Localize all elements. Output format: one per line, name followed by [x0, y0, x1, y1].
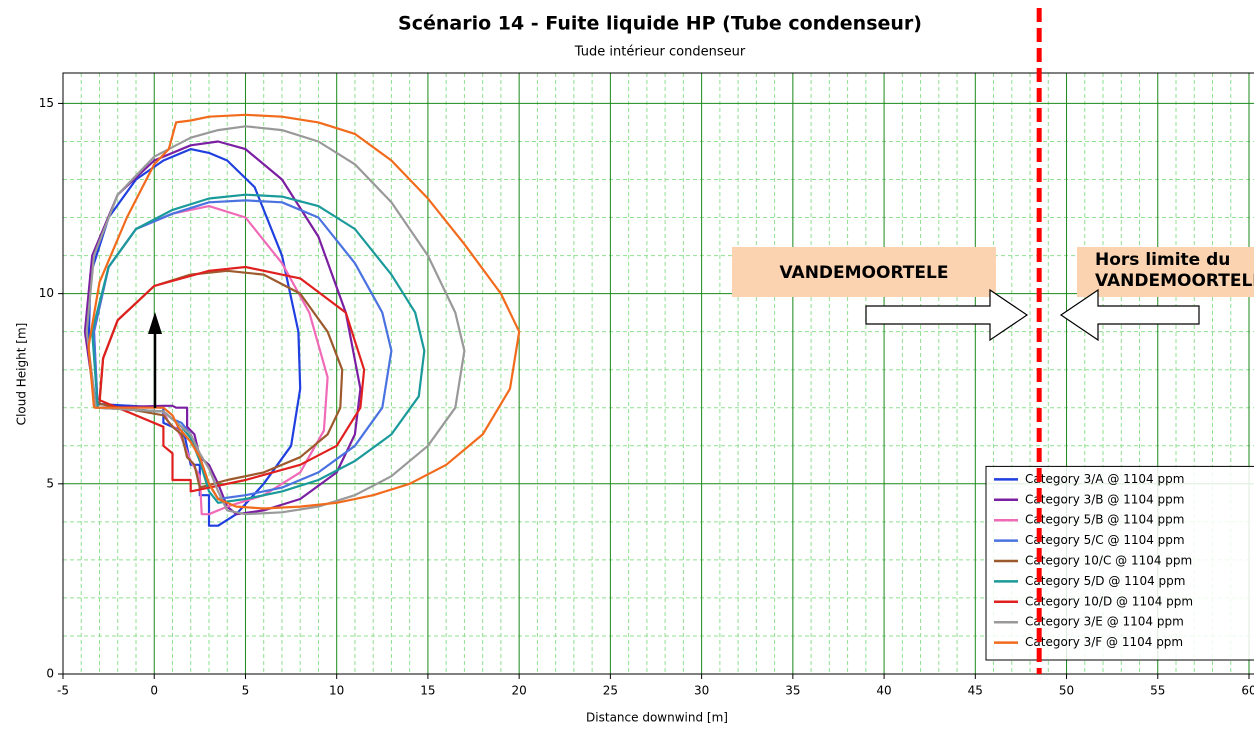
x-tick-label: 25 [603, 684, 618, 698]
x-tick-label: 0 [150, 684, 158, 698]
x-tick-label: -5 [57, 684, 69, 698]
x-axis-label: Distance downwind [m] [586, 711, 728, 725]
chart-title: Scénario 14 - Fuite liquide HP (Tube con… [398, 13, 922, 35]
x-tick-label: 45 [968, 684, 983, 698]
x-tick-label: 10 [329, 684, 344, 698]
chart-subtitle: Tude intérieur condenseur [574, 45, 746, 60]
series-line [92, 199, 393, 501]
legend-label: Category 10/C @ 1104 ppm [1025, 554, 1192, 568]
legend-label: Category 3/B @ 1104 ppm [1025, 492, 1184, 506]
zone-box [732, 247, 996, 297]
legend: Category 3/A @ 1104 ppm Category 3/B @ 11… [985, 465, 1254, 661]
legend-label: Category 5/B @ 1104 ppm [1025, 513, 1184, 527]
x-tick-label: 30 [694, 684, 709, 698]
zone-box [1077, 247, 1254, 297]
source-arrow [148, 312, 162, 408]
legend-label: Category 5/C @ 1104 ppm [1025, 533, 1185, 547]
series-line [91, 193, 426, 504]
legend-label: Category 3/A @ 1104 ppm [1025, 472, 1184, 486]
x-tick-label: 40 [876, 684, 891, 698]
y-axis-label: Cloud Height [m] [15, 323, 29, 426]
x-tick-label: 15 [420, 684, 435, 698]
y-tick-label: 0 [46, 667, 54, 681]
x-tick-label: 35 [785, 684, 800, 698]
series-line [98, 265, 366, 493]
legend-box [985, 465, 1254, 661]
series-line [83, 140, 362, 516]
legend-label: Category 10/D @ 1104 ppm [1025, 594, 1193, 608]
zone-label: Hors limite du VANDEMOORTELE [1095, 250, 1254, 291]
y-tick-label: 15 [39, 96, 54, 110]
plot-frame [62, 72, 1254, 675]
legend-label: Category 5/D @ 1104 ppm [1025, 574, 1185, 588]
x-tick-label: 60 [1241, 684, 1254, 698]
x-tick-label: 5 [242, 684, 250, 698]
annotations: VANDEMOORTELE Hors limite du VANDEMOORTE… [732, 247, 1254, 342]
x-tick-label: 50 [1059, 684, 1074, 698]
legend-label: Category 3/F @ 1104 ppm [1025, 635, 1183, 649]
arrow-right [865, 288, 1029, 342]
y-tick-label: 5 [46, 476, 54, 490]
lines [83, 113, 521, 527]
zone-label-wrap: Hors limite du VANDEMOORTELE [1095, 250, 1254, 291]
arrow-left [1059, 288, 1200, 342]
zone-label: VANDEMOORTELE [780, 263, 949, 283]
series-line [87, 113, 521, 510]
y-tick-label: 10 [39, 286, 54, 300]
x-tick-label: 55 [1150, 684, 1165, 698]
x-tick-label: 20 [512, 684, 527, 698]
legend-label: Category 3/E @ 1104 ppm [1025, 615, 1184, 629]
series-line [85, 125, 466, 516]
